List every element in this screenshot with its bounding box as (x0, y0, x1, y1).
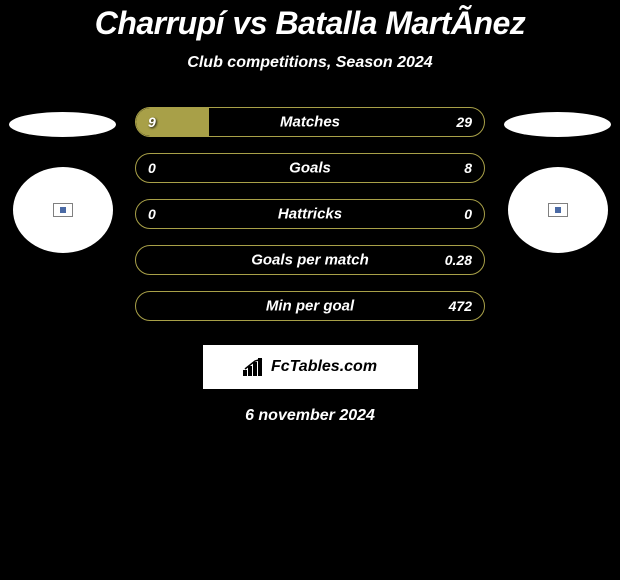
date-label: 6 november 2024 (0, 407, 620, 425)
bar-value-right: 472 (449, 298, 472, 314)
player-right-panel (500, 107, 620, 253)
flag-left-icon (53, 203, 73, 217)
stat-bar: 0 Goals 8 (135, 153, 485, 183)
player-left-avatar (13, 167, 113, 253)
player-left-panel (0, 107, 120, 253)
bar-value-right: 0.28 (445, 252, 472, 268)
bar-label: Goals (289, 160, 331, 177)
bar-value-left: 0 (148, 160, 156, 176)
brand-text: FcTables.com (271, 358, 377, 376)
bar-value-left: 0 (148, 206, 156, 222)
stat-bar: 9 Matches 29 (135, 107, 485, 137)
bar-label: Goals per match (251, 252, 369, 269)
main-row: 9 Matches 29 0 Goals 8 0 Hattricks 0 Goals per ma… (0, 107, 620, 337)
bar-value-right: 0 (464, 206, 472, 222)
stat-bar: Min per goal 472 (135, 291, 485, 321)
bar-fill-left (136, 108, 209, 136)
bar-value-right: 8 (464, 160, 472, 176)
player-right-disc (504, 112, 611, 137)
subtitle: Club competitions, Season 2024 (0, 54, 620, 72)
flag-right-icon (548, 203, 568, 217)
chart-icon (243, 358, 265, 376)
page-title: Charrupí vs Batalla MartÃ­nez (0, 5, 620, 42)
bar-label: Min per goal (266, 298, 354, 315)
bar-value-left: 9 (148, 114, 156, 130)
stat-bars: 9 Matches 29 0 Goals 8 0 Hattricks 0 Goals per ma… (120, 107, 500, 337)
bar-label: Matches (280, 114, 340, 131)
brand-box[interactable]: FcTables.com (203, 345, 418, 389)
bar-value-right: 29 (456, 114, 472, 130)
player-left-disc (9, 112, 116, 137)
stat-bar: Goals per match 0.28 (135, 245, 485, 275)
player-right-avatar (508, 167, 608, 253)
bar-label: Hattricks (278, 206, 342, 223)
comparison-card: Charrupí vs Batalla MartÃ­nez Club compe… (0, 0, 620, 425)
stat-bar: 0 Hattricks 0 (135, 199, 485, 229)
